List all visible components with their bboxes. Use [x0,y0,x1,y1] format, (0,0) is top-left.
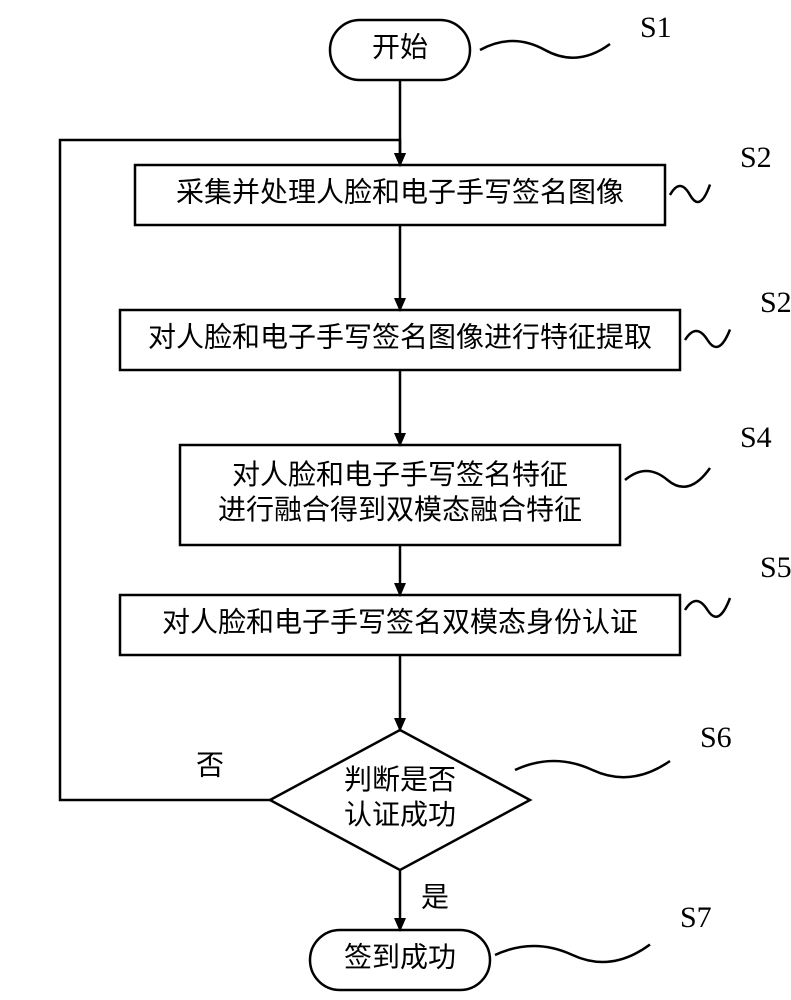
step-label-S2-2: S2 [685,286,791,347]
step-label-S6-5: S6 [515,721,732,777]
node-n4-text-1: 进行融合得到双模态融合特征 [218,494,582,526]
step-label-text-4: S5 [760,551,791,584]
node-n4: 对人脸和电子手写签名特征进行融合得到双模态融合特征 [180,445,620,545]
step-label-text-3: S4 [740,421,772,454]
node-n1-text-0: 开始 [372,31,428,63]
node-n7: 签到成功 [310,930,490,990]
node-n1: 开始 [330,20,470,80]
edge-label-6: 否 [196,750,224,781]
node-n6: 判断是否认证成功 [270,730,530,870]
step-label-text-6: S7 [680,901,712,934]
step-label-text-2: S2 [760,286,791,319]
step-label-text-1: S2 [740,141,772,174]
flowchart-canvas: 是否 开始采集并处理人脸和电子手写签名图像对人脸和电子手写签名图像进行特征提取对… [0,0,791,1000]
step-label-S5-4: S5 [685,551,791,617]
node-n5-text-0: 对人脸和电子手写签名双模态身份认证 [162,606,638,638]
edge-label-5: 是 [421,882,449,913]
node-n3: 对人脸和电子手写签名图像进行特征提取 [120,310,680,370]
node-n6-text-1: 认证成功 [344,799,456,831]
step-label-S4-3: S4 [625,421,772,487]
step-label-S1-0: S1 [480,11,672,58]
step-label-text-5: S6 [700,721,732,754]
node-n7-text-0: 签到成功 [344,941,456,973]
nodes-layer: 开始采集并处理人脸和电子手写签名图像对人脸和电子手写签名图像进行特征提取对人脸和… [120,20,680,990]
node-n5: 对人脸和电子手写签名双模态身份认证 [120,595,680,655]
node-n4-text-0: 对人脸和电子手写签名特征 [232,459,568,491]
step-label-text-0: S1 [640,11,672,44]
edge-n6-n7: 是 [400,870,449,930]
node-n6-text-0: 判断是否 [344,764,456,796]
step-label-S7-6: S7 [495,901,712,962]
node-n2-text-0: 采集并处理人脸和电子手写签名图像 [176,176,624,208]
step-label-S2-1: S2 [670,141,772,202]
node-n3-text-0: 对人脸和电子手写签名图像进行特征提取 [148,321,652,353]
node-n2: 采集并处理人脸和电子手写签名图像 [135,165,665,225]
